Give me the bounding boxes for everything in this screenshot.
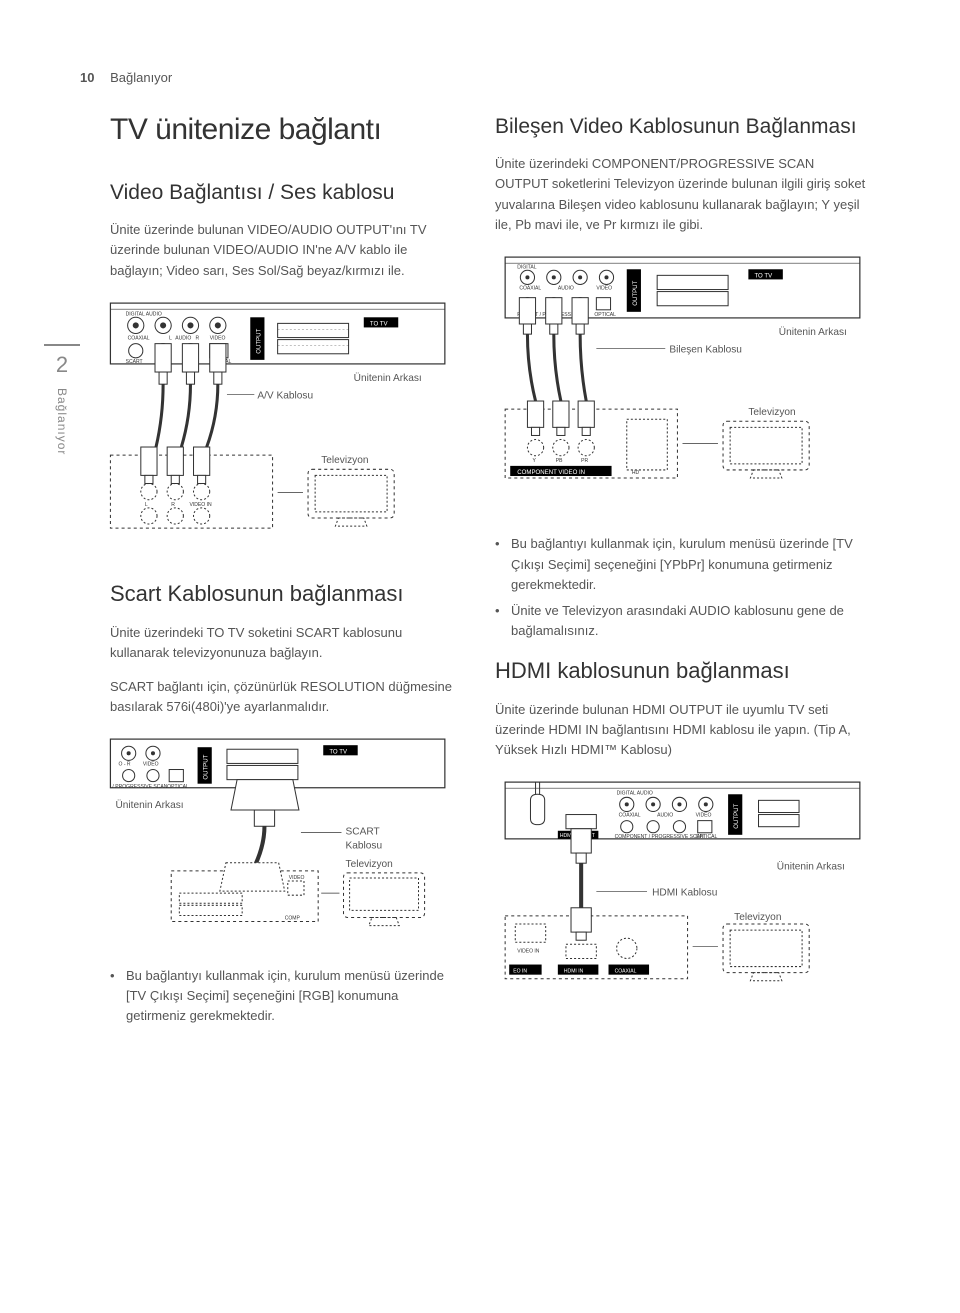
page-header: 10 Bağlanıyor bbox=[80, 70, 870, 85]
rgb-bullet: • Bu bağlantıyı kullanmak için, kurulum … bbox=[110, 966, 455, 1026]
scart-diagram: O - R VIDEO / PROGRESSIVE SCAN OPTICAL O… bbox=[80, 731, 455, 944]
svg-text:OPTICAL: OPTICAL bbox=[594, 312, 616, 318]
hdmi-title: HDMI kablosunun bağlanması bbox=[495, 657, 870, 686]
comp-cable-label: Bileşen Kablosu bbox=[669, 344, 742, 355]
ypbpr-bullet: • Bu bağlantıyı kullanmak için, kurulum … bbox=[495, 534, 870, 594]
svg-text:VIDEO IN: VIDEO IN bbox=[517, 948, 540, 954]
component-title: Bileşen Video Kablosunun Bağlanması bbox=[495, 113, 870, 140]
svg-text:VIDEO IN: VIDEO IN bbox=[189, 502, 212, 508]
bullet-dot-icon: • bbox=[495, 534, 511, 594]
label-coaxial: COAXIAL bbox=[128, 335, 150, 341]
side-tab: 2 Bağlanıyor bbox=[44, 344, 80, 494]
svg-text:AUDIO: AUDIO bbox=[657, 813, 673, 819]
svg-text:VIDEO: VIDEO bbox=[596, 285, 612, 291]
left-column: TV ünitenize bağlantı Video Bağlantısı /… bbox=[80, 113, 455, 1033]
video-body: Ünite üzerinde bulunan VIDEO/AUDIO OUTPU… bbox=[110, 220, 455, 280]
svg-text:/ PROGRESSIVE SCAN: / PROGRESSIVE SCAN bbox=[112, 784, 167, 790]
label-totv: TO TV bbox=[370, 320, 389, 327]
svg-text:Y: Y bbox=[533, 458, 537, 464]
comp-tv-label: Televizyon bbox=[748, 407, 795, 418]
right-column: Bileşen Video Kablosunun Bağlanması Ünit… bbox=[495, 113, 870, 1033]
svg-text:AUDIO: AUDIO bbox=[558, 285, 574, 291]
svg-text:COMPONENT / PROGRESSIVE SCAN: COMPONENT / PROGRESSIVE SCAN bbox=[615, 834, 704, 840]
svg-text:VIDEO: VIDEO bbox=[289, 875, 305, 881]
label-audio: AUDIO bbox=[175, 335, 191, 341]
hdmi-cable-label: HDMI Kablosu bbox=[652, 888, 717, 899]
hdmi-body: Ünite üzerinde bulunan HDMI OUTPUT ile u… bbox=[495, 700, 870, 760]
svg-text:OPTICAL: OPTICAL bbox=[696, 834, 718, 840]
svg-text:HDMI IN: HDMI IN bbox=[564, 969, 584, 975]
audio-text: Ünite ve Televizyon arasındaki AUDIO kab… bbox=[511, 601, 870, 641]
svg-text:OUTPUT: OUTPUT bbox=[632, 280, 639, 305]
hdmi-rear-label: Ünitenin Arkası bbox=[777, 860, 845, 872]
comp-rear-label: Ünitenin Arkası bbox=[779, 326, 847, 338]
header-section: Bağlanıyor bbox=[110, 70, 172, 85]
svg-text:PR: PR bbox=[581, 458, 588, 464]
svg-text:TO TV: TO TV bbox=[329, 749, 348, 756]
svg-text:O - R: O - R bbox=[119, 762, 131, 768]
svg-text:COAXIAL: COAXIAL bbox=[615, 969, 637, 975]
video-title: Video Bağlantısı / Ses kablosu bbox=[110, 179, 455, 206]
comp-in-label: COMPONENT VIDEO IN bbox=[517, 469, 585, 476]
component-diagram: DIGITAL COAXIAL AUDIO VIDEO PONENT / PRO… bbox=[495, 249, 870, 513]
hdmi-diagram: HDMI OUTPUT DIGITAL AUDIO COAXIAL AUDIO … bbox=[495, 774, 870, 997]
svg-text:OUTPUT: OUTPUT bbox=[733, 804, 740, 829]
scart-cable-label: SCART bbox=[346, 827, 380, 838]
page-number: 10 bbox=[80, 70, 94, 85]
av-diagram: DIGITAL AUDIO COAXIAL L AUDIO R VIDEO SC… bbox=[80, 295, 455, 559]
rgb-bullet-text: Bu bağlantıyı kullanmak için, kurulum me… bbox=[126, 966, 455, 1026]
cable-label: A/V Kablosu bbox=[257, 390, 313, 401]
svg-text:SCART: SCART bbox=[126, 359, 143, 365]
label-r: R bbox=[196, 335, 200, 341]
bullet-dot-icon: • bbox=[110, 966, 126, 1026]
section-number: 2 bbox=[44, 344, 80, 378]
svg-text:L: L bbox=[145, 502, 148, 508]
svg-text:OPTICAL: OPTICAL bbox=[167, 784, 189, 790]
svg-text:EO IN: EO IN bbox=[513, 969, 527, 975]
hdmi-tv-label: Televizyon bbox=[734, 912, 781, 923]
bullet-dot-icon: • bbox=[495, 601, 511, 641]
svg-text:R: R bbox=[171, 502, 175, 508]
scart-title: Scart Kablosunun bağlanması bbox=[110, 580, 455, 609]
label-l: L bbox=[169, 335, 172, 341]
component-body: Ünite üzerindeki COMPONENT/PROGRESSIVE S… bbox=[495, 154, 870, 235]
svg-text:COAXIAL: COAXIAL bbox=[619, 813, 641, 819]
svg-text:Kablosu: Kablosu bbox=[346, 841, 383, 852]
svg-text:DIGITAL: DIGITAL bbox=[517, 264, 536, 270]
label-output: OUTPUT bbox=[255, 328, 262, 353]
svg-text:VIDEO: VIDEO bbox=[696, 813, 712, 819]
svg-text:PB: PB bbox=[556, 458, 563, 464]
svg-text:HD: HD bbox=[632, 470, 640, 476]
ypbpr-text: Bu bağlantıyı kullanmak için, kurulum me… bbox=[511, 534, 870, 594]
scart-body1: Ünite üzerindeki TO TV soketini SCART ka… bbox=[110, 623, 455, 663]
scart-tv-label: Televizyon bbox=[346, 859, 393, 870]
scart-rear-label: Ünitenin Arkası bbox=[115, 799, 183, 811]
rear-label: Ünitenin Arkası bbox=[354, 372, 422, 384]
section-label: Bağlanıyor bbox=[55, 388, 69, 455]
label-video: VIDEO bbox=[210, 335, 226, 341]
svg-text:TO TV: TO TV bbox=[754, 272, 773, 279]
svg-text:COMP: COMP bbox=[285, 916, 301, 922]
scart-body2: SCART bağlantı için, çözünürlük RESOLUTI… bbox=[110, 677, 455, 717]
svg-text:DIGITAL AUDIO: DIGITAL AUDIO bbox=[617, 790, 653, 796]
label-digital-audio: DIGITAL AUDIO bbox=[126, 311, 162, 317]
main-title: TV ünitenize bağlantı bbox=[110, 113, 455, 147]
svg-text:VIDEO: VIDEO bbox=[143, 762, 159, 768]
svg-text:OUTPUT: OUTPUT bbox=[203, 755, 210, 780]
svg-text:COAXIAL: COAXIAL bbox=[519, 285, 541, 291]
audio-bullet: • Ünite ve Televizyon arasındaki AUDIO k… bbox=[495, 601, 870, 641]
tv-label: Televizyon bbox=[321, 455, 368, 466]
